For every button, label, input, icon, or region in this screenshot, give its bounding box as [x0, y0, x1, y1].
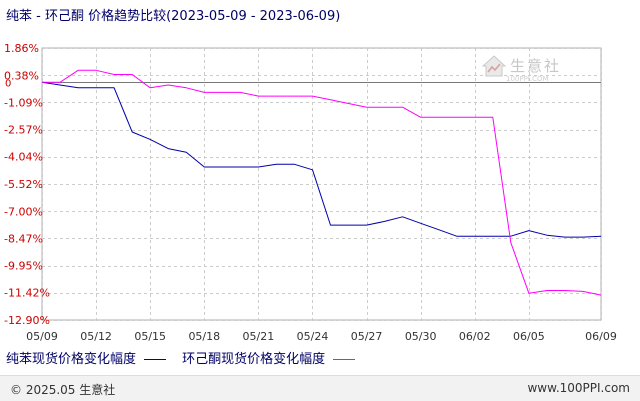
- legend-item-cyclohexanone: 环己酮现货价格变化幅度: [182, 348, 356, 367]
- chart-legend: 纯苯现货价格变化幅度 环己酮现货价格变化幅度: [6, 348, 367, 367]
- x-tick-label: 05/27: [351, 330, 383, 343]
- x-tick-label: 06/02: [459, 330, 491, 343]
- series-line-benzene: [41, 81, 602, 238]
- y-tick-label: -4.04%: [4, 151, 43, 164]
- legend-label-cyclohexanone: 环己酮现货价格变化幅度: [182, 352, 326, 367]
- y-tick-label: -11.42%: [4, 287, 50, 300]
- x-tick-label: 05/21: [243, 330, 275, 343]
- legend-swatch-cyclohexanone: [333, 359, 356, 360]
- x-tick-label: 06/09: [585, 330, 617, 343]
- x-tick-label: 06/05: [513, 330, 545, 343]
- legend-label-benzene: 纯苯现货价格变化幅度: [6, 352, 137, 367]
- x-tick-label: 05/18: [188, 330, 220, 343]
- x-tick-label: 05/12: [80, 330, 112, 343]
- series-line-cyclohexanone: [42, 69, 602, 296]
- watermark-site: 100PPI.COM: [506, 75, 549, 83]
- house-logo-icon: [482, 55, 506, 77]
- y-tick-label: -12.90%: [4, 314, 50, 327]
- zero-label: 0: [5, 78, 11, 89]
- x-tick-label: 05/24: [297, 330, 329, 343]
- watermark-name: 生意社: [510, 57, 562, 75]
- x-tick-label: 05/09: [26, 330, 58, 343]
- footer-bar: © 2025.05 生意社 www.100PPI.com: [0, 375, 640, 401]
- y-tick-label: -5.52%: [4, 178, 43, 191]
- y-tick-label: -8.47%: [4, 232, 43, 245]
- y-tick-label: 0.38%: [4, 69, 39, 82]
- footer-copyright: © 2025.05 生意社: [10, 383, 116, 397]
- y-tick-label: 1.86%: [4, 42, 39, 55]
- legend-swatch-benzene: [144, 359, 167, 360]
- x-tick-label: 05/15: [134, 330, 166, 343]
- chart-title: 纯苯 - 环己酮 价格趋势比较(2023-05-09 - 2023-06-09): [6, 9, 341, 24]
- y-tick-label: -9.95%: [4, 260, 43, 273]
- y-tick-label: -7.00%: [4, 205, 43, 218]
- y-tick-label: -2.57%: [4, 124, 43, 137]
- footer-site-link[interactable]: www.100PPI.com: [527, 381, 630, 395]
- legend-item-benzene: 纯苯现货价格变化幅度: [6, 348, 167, 367]
- x-tick-label: 05/30: [405, 330, 437, 343]
- y-tick-label: -1.09%: [4, 96, 43, 109]
